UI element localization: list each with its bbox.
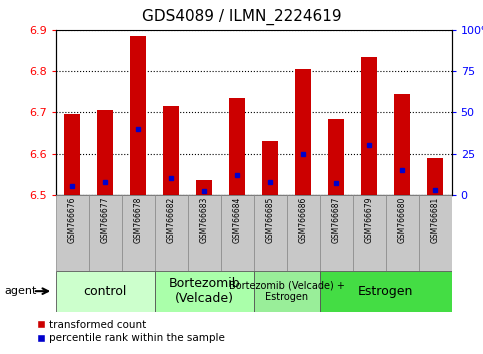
Text: GSM766683: GSM766683 [199, 197, 209, 243]
Bar [394, 94, 411, 195]
Text: GSM766686: GSM766686 [298, 197, 308, 243]
Bar [221, 195, 254, 271]
Text: GDS4089 / ILMN_2224619: GDS4089 / ILMN_2224619 [142, 9, 341, 25]
Bar [130, 36, 146, 195]
Text: GSM766677: GSM766677 [100, 197, 110, 244]
Text: GSM766681: GSM766681 [431, 197, 440, 243]
Bar [155, 195, 187, 271]
Text: agent: agent [5, 286, 37, 296]
Bar [320, 195, 353, 271]
Bar [64, 114, 80, 195]
Bar [196, 180, 213, 195]
Bar [254, 271, 320, 312]
Bar [353, 195, 385, 271]
Bar [254, 195, 286, 271]
Text: Bortezomib (Velcade) +
Estrogen: Bortezomib (Velcade) + Estrogen [228, 280, 344, 302]
Text: Bortezomib
(Velcade): Bortezomib (Velcade) [168, 277, 240, 305]
Bar [155, 271, 254, 312]
Text: GSM766682: GSM766682 [167, 197, 175, 243]
Bar [56, 195, 88, 271]
Bar [361, 57, 377, 195]
Bar [122, 195, 155, 271]
Bar [385, 195, 419, 271]
Text: GSM766685: GSM766685 [266, 197, 274, 243]
Text: GSM766680: GSM766680 [398, 197, 407, 243]
Text: GSM766676: GSM766676 [68, 197, 76, 244]
Bar [295, 69, 312, 195]
Bar [163, 106, 179, 195]
Bar [262, 141, 278, 195]
Bar [286, 195, 320, 271]
Text: GSM766678: GSM766678 [134, 197, 142, 243]
Bar [88, 195, 122, 271]
Text: control: control [84, 285, 127, 298]
Bar [320, 271, 452, 312]
Text: Estrogen: Estrogen [358, 285, 413, 298]
Text: GSM766684: GSM766684 [233, 197, 242, 243]
Text: GSM766679: GSM766679 [365, 197, 373, 244]
Bar [328, 119, 344, 195]
Bar [187, 195, 221, 271]
Bar [56, 271, 155, 312]
Bar [229, 98, 245, 195]
Bar [427, 158, 443, 195]
Bar [97, 110, 114, 195]
Bar [419, 195, 452, 271]
Text: GSM766687: GSM766687 [332, 197, 341, 243]
Legend: transformed count, percentile rank within the sample: transformed count, percentile rank withi… [37, 320, 225, 343]
